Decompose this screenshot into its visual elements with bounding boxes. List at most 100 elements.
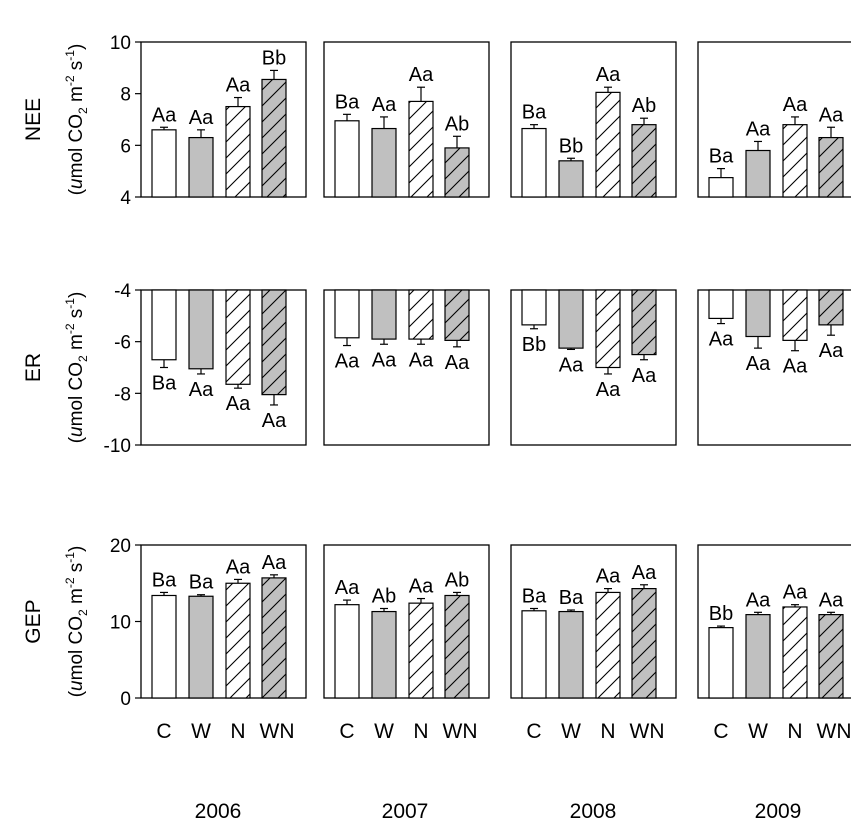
bar-nee-2007-n xyxy=(408,100,434,198)
panel-frame xyxy=(510,544,677,699)
panel-er-2006: Ba Aa Aa Aa xyxy=(140,289,307,446)
y-tick-label-nee: 6 xyxy=(120,136,131,157)
significance-letter: Aa xyxy=(262,552,287,574)
bar-gep-2006-w xyxy=(188,595,214,699)
significance-letter: Aa xyxy=(226,556,251,578)
row-label-gep: GEP xyxy=(22,599,45,643)
y-tick-label-nee: 8 xyxy=(120,85,131,106)
bar-er-2009-wn xyxy=(818,289,844,326)
significance-letter: Aa xyxy=(596,379,621,401)
significance-letter: Aa xyxy=(335,577,360,599)
panel-frame xyxy=(140,289,307,446)
bar-nee-2007-wn xyxy=(444,147,470,198)
significance-letter: Ba xyxy=(559,587,584,609)
category-label-wn: WN xyxy=(817,720,851,743)
panel-frame xyxy=(510,41,677,198)
significance-letter: Aa xyxy=(596,64,621,86)
bar-nee-2009-wn xyxy=(818,136,844,198)
category-label-wn: WN xyxy=(630,720,665,743)
category-label-n: N xyxy=(230,720,245,743)
bar-gep-2008-n xyxy=(595,591,621,699)
significance-letter: Ba xyxy=(189,572,214,594)
bar-gep-2007-n xyxy=(408,602,434,699)
category-label-w: W xyxy=(191,720,211,743)
unit-label-gep: (umol CO2 m-2 s-1) xyxy=(63,546,90,698)
significance-letter: Aa xyxy=(746,118,771,140)
significance-letter: Aa xyxy=(335,351,360,373)
panel-er-2007: Aa Aa Aa Aa xyxy=(323,289,490,446)
bar-er-2009-c xyxy=(708,289,734,320)
y-tick-label-er: -10 xyxy=(104,436,131,457)
category-label-c: C xyxy=(526,720,541,743)
significance-letter: Aa xyxy=(372,94,397,116)
bar-nee-2008-c xyxy=(521,127,547,198)
panel-frame xyxy=(323,544,490,699)
panel-frame xyxy=(697,289,851,446)
bar-er-2008-wn xyxy=(631,289,657,356)
panel-frame xyxy=(140,41,307,198)
bar-nee-2007-w xyxy=(371,127,397,198)
year-label-2009: 2009 xyxy=(755,800,802,823)
bar-er-2007-c xyxy=(334,289,360,339)
bar-nee-2009-c xyxy=(708,177,734,198)
y-tick-label-er: -4 xyxy=(114,281,131,302)
significance-letter: Aa xyxy=(409,349,434,371)
significance-letter: Aa xyxy=(709,329,734,351)
unit-label-nee: (umol CO2 m-2 s-1) xyxy=(63,44,90,196)
significance-letter: Ba xyxy=(152,569,177,591)
y-tick-label-er: -6 xyxy=(114,333,131,354)
bar-er-2007-w xyxy=(371,289,397,340)
category-label-c: C xyxy=(156,720,171,743)
bar-gep-2009-n xyxy=(782,606,808,699)
significance-letter: Ab xyxy=(372,585,396,607)
panel-gep-2009: Bb Aa Aa Aa xyxy=(697,544,851,699)
bar-nee-2007-c xyxy=(334,120,360,198)
panel-gep-2008: Ba Ba Aa Aa xyxy=(510,544,677,699)
significance-letter: Aa xyxy=(372,349,397,371)
bar-nee-2008-wn xyxy=(631,124,657,198)
bar-gep-2007-c xyxy=(334,604,360,699)
bar-gep-2009-c xyxy=(708,627,734,699)
bar-nee-2006-wn xyxy=(261,78,287,198)
bar-er-2006-w xyxy=(188,289,214,370)
panel-nee-2009: Ba Aa Aa Aa xyxy=(697,41,851,198)
significance-letter: Aa xyxy=(189,379,214,401)
significance-letter: Bb xyxy=(709,603,733,625)
significance-letter: Ba xyxy=(152,373,177,395)
bar-er-2008-w xyxy=(558,289,584,349)
significance-letter: Aa xyxy=(746,589,771,611)
significance-letter: Aa xyxy=(445,352,470,374)
bar-nee-2009-n xyxy=(782,124,808,198)
bar-er-2006-c xyxy=(151,289,177,361)
significance-letter: Ab xyxy=(632,95,656,117)
significance-letter: Aa xyxy=(189,107,214,129)
bar-er-2007-wn xyxy=(444,289,470,341)
significance-letter: Ab xyxy=(445,569,469,591)
significance-letter: Aa xyxy=(783,582,808,604)
y-tick-label-er: -8 xyxy=(114,384,131,405)
significance-letter: Aa xyxy=(819,589,844,611)
significance-letter: Aa xyxy=(559,354,584,376)
category-label-c: C xyxy=(713,720,728,743)
bar-nee-2008-n xyxy=(595,91,621,198)
bar-er-2009-w xyxy=(745,289,771,338)
bar-gep-2008-wn xyxy=(631,588,657,699)
category-label-n: N xyxy=(787,720,802,743)
panel-nee-2006: Aa Aa Aa Bb xyxy=(140,41,307,198)
bar-nee-2009-w xyxy=(745,149,771,198)
category-label-wn: WN xyxy=(260,720,295,743)
year-label-2007: 2007 xyxy=(382,800,429,823)
year-labels: 2006 2007 2008 2009 xyxy=(195,800,802,823)
y-tick-label-gep: 10 xyxy=(110,613,131,634)
bar-nee-2006-w xyxy=(188,136,214,198)
significance-letter: Aa xyxy=(226,393,251,415)
bar-er-2009-n xyxy=(782,289,808,341)
bar-er-2008-c xyxy=(521,289,547,326)
row-label-nee: NEE xyxy=(22,98,45,141)
panel-nee-2008: Ba Bb Aa Ab xyxy=(510,41,677,198)
bar-gep-2007-w xyxy=(371,610,397,699)
